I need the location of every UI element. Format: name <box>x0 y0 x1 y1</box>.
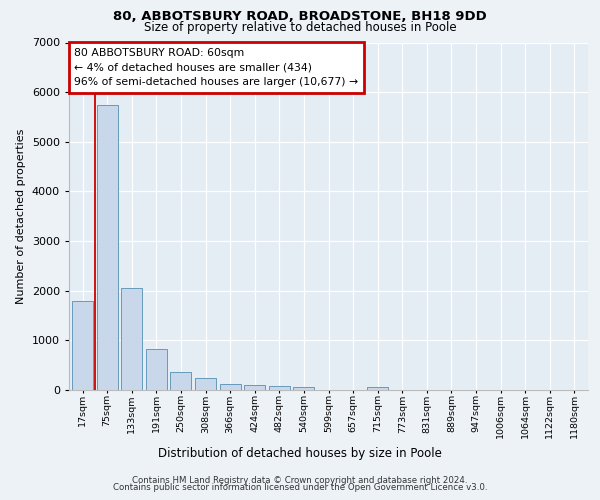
Bar <box>244 384 265 390</box>
Text: Distribution of detached houses by size in Poole: Distribution of detached houses by size … <box>158 448 442 460</box>
Bar <box>220 384 241 390</box>
Bar <box>293 386 314 390</box>
Bar <box>269 386 290 390</box>
Text: Contains public sector information licensed under the Open Government Licence v3: Contains public sector information licen… <box>113 484 487 492</box>
Bar <box>121 288 142 390</box>
Text: Size of property relative to detached houses in Poole: Size of property relative to detached ho… <box>143 21 457 34</box>
Bar <box>195 378 216 390</box>
Text: Contains HM Land Registry data © Crown copyright and database right 2024.: Contains HM Land Registry data © Crown c… <box>132 476 468 485</box>
Bar <box>170 372 191 390</box>
Text: 80, ABBOTSBURY ROAD, BROADSTONE, BH18 9DD: 80, ABBOTSBURY ROAD, BROADSTONE, BH18 9D… <box>113 10 487 23</box>
Y-axis label: Number of detached properties: Number of detached properties <box>16 128 26 304</box>
Bar <box>367 387 388 390</box>
Bar <box>72 300 93 390</box>
Bar <box>146 350 167 390</box>
Text: 80 ABBOTSBURY ROAD: 60sqm
← 4% of detached houses are smaller (434)
96% of semi-: 80 ABBOTSBURY ROAD: 60sqm ← 4% of detach… <box>74 48 358 88</box>
Bar <box>97 104 118 390</box>
